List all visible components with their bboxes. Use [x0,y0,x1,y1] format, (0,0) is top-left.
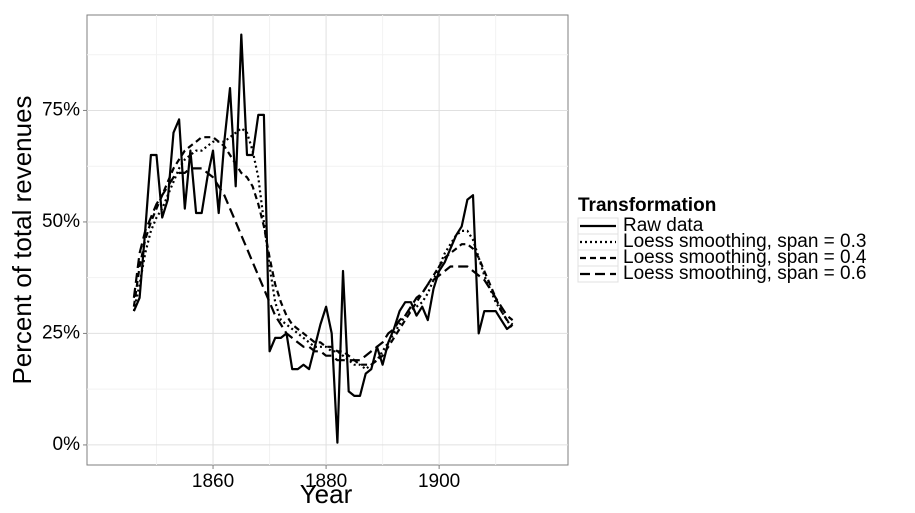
y-tick-label: 50% [42,211,80,232]
y-tick-label: 75% [42,99,80,120]
series-line [132,136,514,366]
legend-label: Raw data [623,215,704,236]
x-tick-label: 1880 [305,471,347,492]
x-axis-title: Year [300,479,353,508]
panel [86,14,569,466]
y-axis-title: Percent of total revenues [7,95,37,384]
legend-label: Loess smoothing, span = 0.3 [623,231,866,252]
series-line [132,127,514,371]
legend-title: Transformation [578,195,716,216]
x-tick-label: 1900 [418,471,460,492]
legend-label: Loess smoothing, span = 0.6 [623,263,866,284]
x-tick-label: 1860 [192,471,234,492]
series-line [132,167,514,362]
y-tick-label: 25% [42,322,80,343]
legend-label: Loess smoothing, span = 0.4 [623,247,867,268]
y-tick-label: 0% [53,434,81,455]
series-line [132,33,514,444]
